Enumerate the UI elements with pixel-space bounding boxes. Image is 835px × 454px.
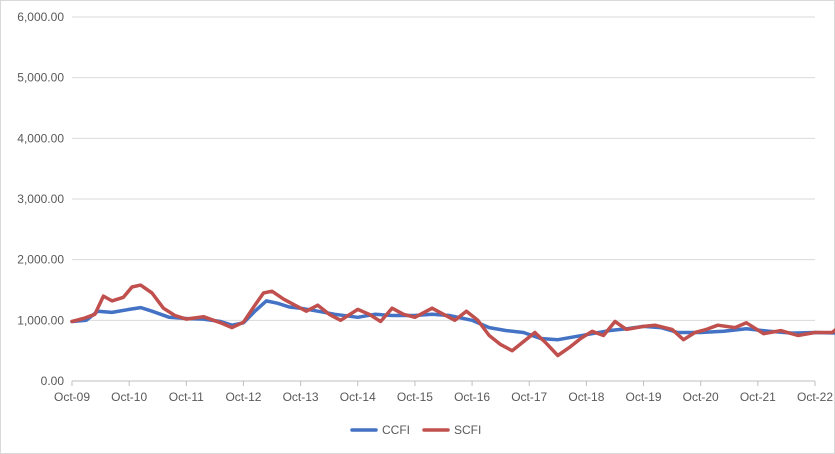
legend-label-scfi: SCFI: [454, 423, 481, 437]
y-tick-label: 1,000.00: [17, 313, 64, 327]
y-tick-label: 0.00: [41, 374, 65, 388]
x-tick-label: Oct-21: [740, 390, 776, 404]
y-tick-label: 6,000.00: [17, 10, 64, 24]
y-tick-label: 2,000.00: [17, 253, 64, 267]
y-tick-label: 3,000.00: [17, 192, 64, 206]
x-tick-label: Oct-20: [683, 390, 719, 404]
x-tick-label: Oct-11: [169, 390, 204, 404]
x-tick-label: Oct-17: [511, 390, 547, 404]
y-tick-label: 5,000.00: [17, 71, 64, 85]
x-tick-label: Oct-13: [283, 390, 319, 404]
series-lines: [70, 283, 835, 358]
x-tick-label: Oct-14: [340, 390, 376, 404]
x-tick-label: Oct-18: [568, 390, 604, 404]
x-tick-label: Oct-22: [797, 390, 833, 404]
x-tick-label: Oct-15: [397, 390, 433, 404]
y-axis: 0.00 1,000.00 2,000.00 3,000.00 4,000.00 5,00…: [17, 10, 64, 388]
series-line-ccfi: [70, 299, 835, 342]
legend-label-ccfi: CCFI: [382, 423, 410, 437]
series-line-scfi: [70, 283, 835, 358]
x-axis: Oct-09 Oct-10 Oct-11 Oct-12 Oct-13 Oct-14 Oct-…: [54, 380, 833, 404]
gridlines: [72, 16, 815, 321]
x-tick-label: Oct-09: [54, 390, 90, 404]
y-tick-label: 4,000.00: [17, 131, 64, 145]
x-tick-label: Oct-16: [454, 390, 490, 404]
legend: CCFI SCFI: [350, 423, 481, 437]
x-tick-label: Oct-10: [111, 390, 147, 404]
x-tick-label: Oct-19: [626, 390, 662, 404]
x-tick-label: Oct-12: [225, 390, 261, 404]
